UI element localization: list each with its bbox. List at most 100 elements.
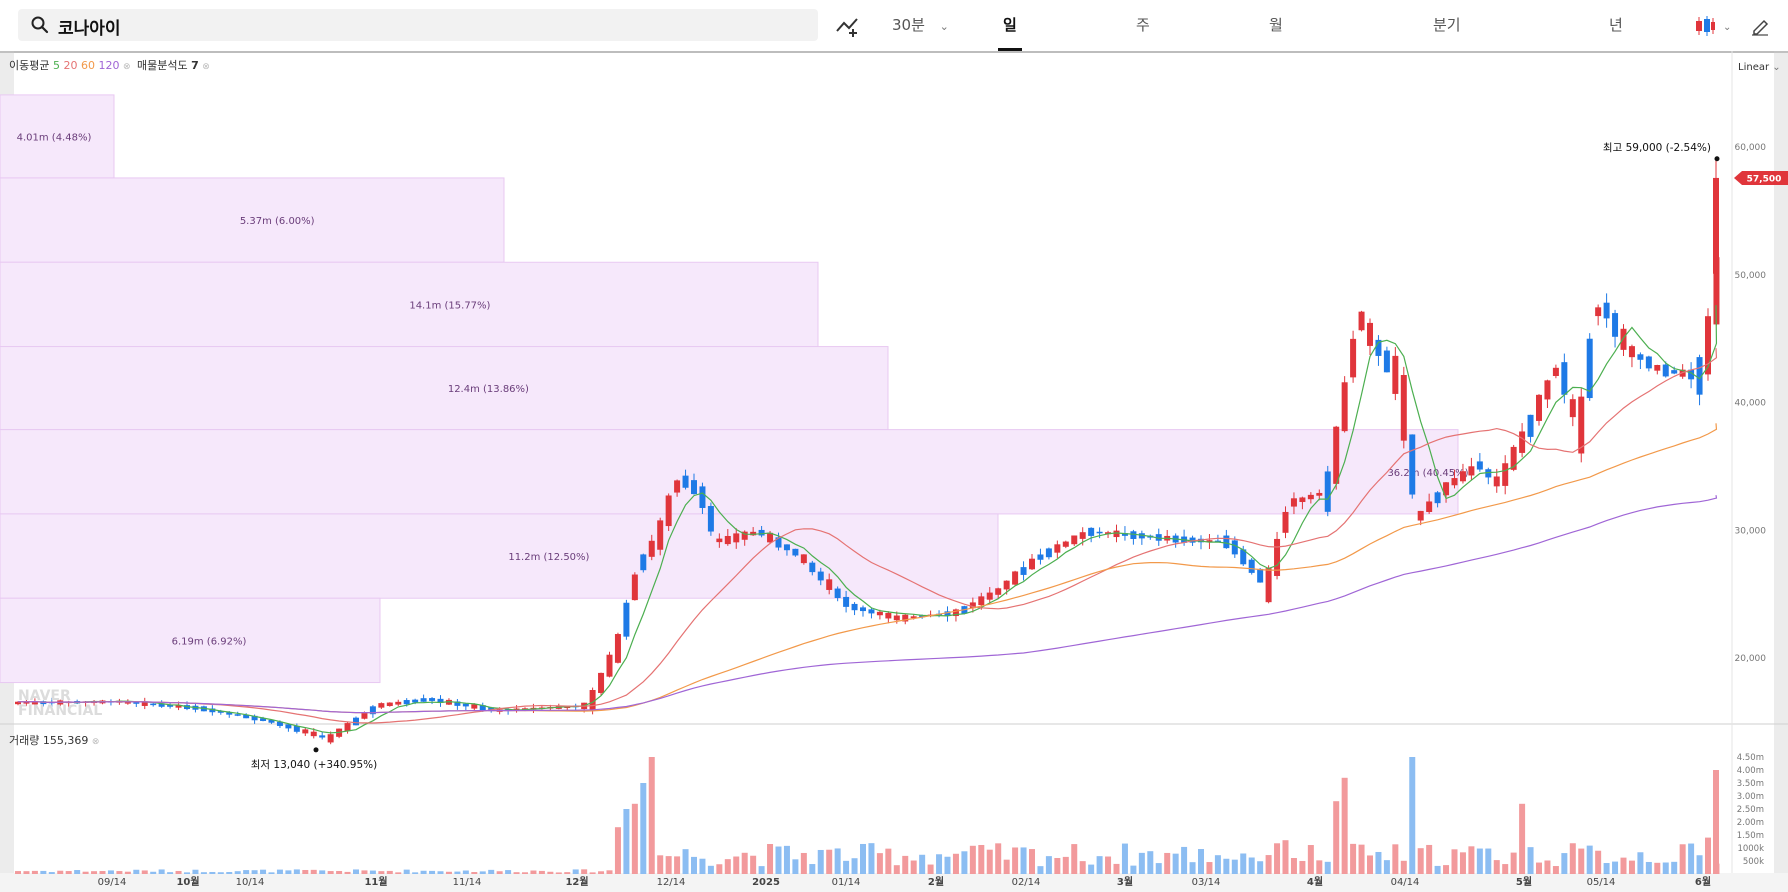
volume-tick-label: 3.50m — [1737, 779, 1764, 789]
candle-body — [598, 672, 605, 694]
candle-body — [1383, 350, 1390, 373]
candle-body — [1713, 177, 1719, 274]
candle-body — [1265, 568, 1272, 603]
volume-bar — [1113, 863, 1120, 874]
volume-bar — [1519, 803, 1526, 874]
volume-bar — [141, 870, 148, 874]
vp-legend[interactable]: 매물분석도 7 ⊗ — [137, 57, 210, 73]
candle-body — [674, 480, 681, 493]
candle-body — [843, 596, 850, 607]
volume-bar — [15, 871, 21, 874]
candle-body — [902, 614, 909, 622]
candle-body — [285, 724, 292, 729]
volume-bar — [961, 851, 968, 874]
candle-body — [1248, 559, 1255, 573]
volume-bar — [1214, 855, 1221, 874]
volume-bar — [462, 870, 469, 874]
volume-label: 거래량 — [9, 734, 40, 747]
chart-canvas[interactable]: 4.01m (4.48%) 5.37m (6.00%) 14.1m (15.77%)… — [0, 51, 1788, 892]
volume-bar — [488, 869, 495, 874]
candle-body — [1307, 494, 1314, 500]
volume-bar — [344, 871, 351, 874]
scale-label: Linear — [1738, 62, 1770, 73]
volume-bar — [1147, 851, 1154, 874]
candle-body — [817, 571, 824, 581]
volume-bar — [876, 853, 883, 874]
volume-bar — [1561, 853, 1568, 874]
volume-bar — [530, 870, 537, 874]
candle-body — [217, 711, 224, 713]
volume-bar — [386, 870, 393, 874]
volume-bar — [927, 864, 934, 874]
candle-body — [1121, 533, 1128, 536]
pencil-icon[interactable] — [1750, 16, 1770, 36]
volume-bar — [1164, 852, 1171, 874]
tab-day[interactable]: 일 — [997, 0, 1022, 51]
candle-body — [251, 715, 258, 721]
tab-week[interactable]: 주 — [1136, 16, 1150, 34]
candle-body — [1003, 580, 1010, 590]
volume-bar — [40, 870, 47, 874]
volume-bar — [1257, 861, 1264, 874]
candle-body — [1062, 541, 1069, 547]
ma-legend[interactable]: 이동평균 5 20 60 120 ⊗ — [9, 57, 131, 73]
volume-bar — [1105, 856, 1112, 874]
volume-bar — [1316, 860, 1323, 874]
volume-bar — [23, 871, 30, 874]
volume-close-icon[interactable]: ⊗ — [91, 737, 100, 747]
vp-close-icon[interactable]: ⊗ — [202, 62, 210, 72]
x-tick-label: 01/14 — [832, 877, 861, 888]
volume-bar — [1020, 847, 1027, 874]
volume-bar — [234, 871, 241, 874]
candle-body — [462, 703, 469, 707]
volume-bar — [1121, 843, 1128, 874]
candle-body — [851, 603, 858, 611]
volume-bar — [437, 871, 444, 874]
volume-bar — [640, 783, 647, 874]
candle-body — [1468, 466, 1475, 476]
search-input[interactable]: 코나아이 — [58, 19, 121, 39]
candle-body — [1130, 531, 1137, 539]
interval-dropdown[interactable]: 30분 ⌄ — [892, 0, 949, 51]
volume-bar — [1586, 845, 1593, 874]
ma-close-icon[interactable]: ⊗ — [122, 62, 131, 72]
volume-bar — [665, 856, 672, 874]
volume-legend[interactable]: 거래량 155,369 ⊗ — [9, 732, 99, 748]
candle-body — [1223, 535, 1230, 549]
candle-body — [226, 712, 233, 715]
volume-bar — [851, 858, 858, 874]
search-box[interactable]: 코나아이 — [18, 9, 818, 41]
volume-profile-bar — [0, 597, 381, 684]
candle-type-icon[interactable]: ⌄ — [1694, 16, 1730, 36]
candle-body — [944, 611, 951, 616]
volume-value: 155,369 — [42, 734, 89, 747]
volume-bar — [750, 855, 757, 874]
volume-bar — [555, 872, 562, 874]
volume-bar — [251, 870, 258, 874]
candle-body — [1079, 532, 1086, 539]
candle-body — [1434, 492, 1441, 504]
candle-body — [344, 723, 351, 732]
scale-toggle[interactable]: Linear ⌄ — [1738, 62, 1781, 73]
tab-year[interactable]: 년 — [1609, 16, 1623, 34]
drawing-tool-icon[interactable] — [835, 15, 861, 37]
moving-average-line — [17, 305, 1718, 734]
candle-body — [1502, 463, 1509, 486]
volume-bar — [1468, 846, 1475, 874]
search-icon — [31, 16, 49, 34]
candle-body — [479, 705, 486, 711]
volume-bar — [1333, 801, 1340, 874]
candle-body — [395, 701, 402, 705]
candle-body — [1105, 532, 1112, 535]
candle-body — [158, 703, 165, 707]
ma-period-60: 60 — [80, 59, 95, 72]
tab-month[interactable]: 월 — [1269, 16, 1283, 34]
ma-period-20: 20 — [63, 59, 78, 72]
volume-bar — [505, 870, 512, 874]
volume-bar — [1012, 847, 1019, 874]
x-tick-label: 2월 — [928, 876, 944, 888]
tab-quarter[interactable]: 분기 — [1433, 16, 1461, 34]
volume-bar — [1612, 861, 1619, 874]
y-tick-label: 50,000 — [1735, 271, 1767, 281]
